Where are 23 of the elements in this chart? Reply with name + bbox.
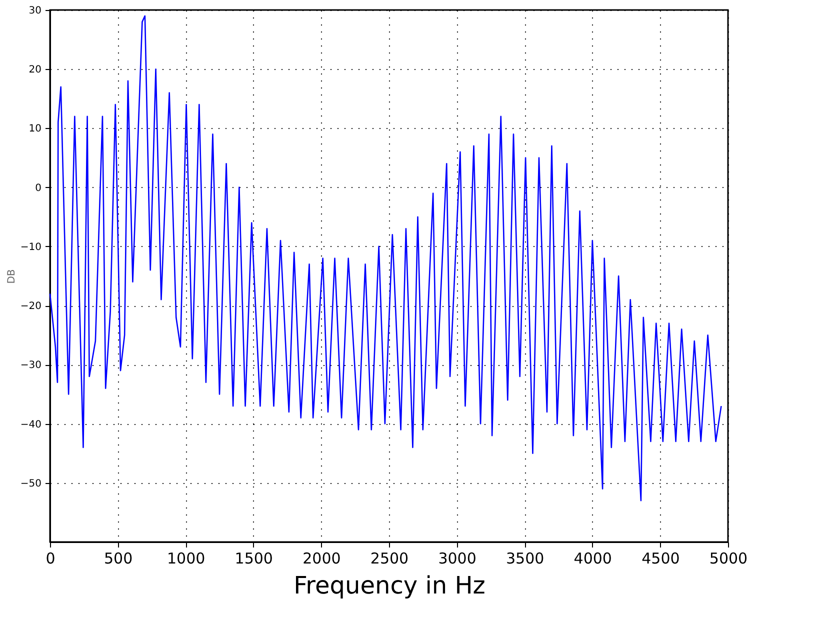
y-tick-label: 10	[28, 124, 42, 135]
x-tick-label: 3500	[506, 550, 544, 568]
y-tick-label: 30	[28, 6, 42, 16]
y-tick-label: −10	[20, 242, 42, 253]
x-tick-label: 1000	[167, 550, 206, 568]
x-axis-title: Frequency in Hz	[294, 572, 486, 600]
y-tick-label: −20	[20, 301, 42, 312]
y-tick-label: 0	[35, 182, 42, 194]
y-tick-label: −30	[20, 360, 42, 372]
x-tick-label: 5000	[709, 550, 748, 568]
y-tick-label: −50	[20, 478, 42, 490]
x-tick-label: 1500	[234, 550, 273, 568]
x-tick-label: 2000	[302, 550, 341, 568]
x-tick-label: 2500	[370, 550, 409, 568]
y-tick-label: −40	[20, 419, 42, 430]
x-tick-label: 0	[46, 550, 56, 568]
x-tick-label: 4000	[574, 550, 612, 568]
y-tick-label: 20	[28, 64, 42, 76]
y-axis-title: DB	[6, 269, 18, 284]
line-series	[49, 15, 722, 502]
x-tick-label: 3000	[438, 550, 476, 568]
x-tick-label: 500	[104, 550, 133, 568]
x-tick-label: 4500	[642, 550, 680, 568]
